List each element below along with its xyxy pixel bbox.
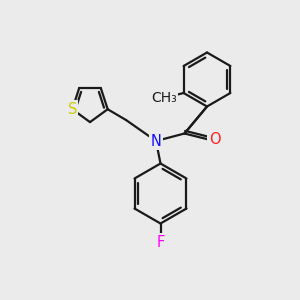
Text: S: S [68,102,77,117]
Text: N: N [151,134,161,148]
Text: O: O [209,132,220,147]
Text: F: F [156,235,165,250]
Text: CH₃: CH₃ [151,91,177,104]
